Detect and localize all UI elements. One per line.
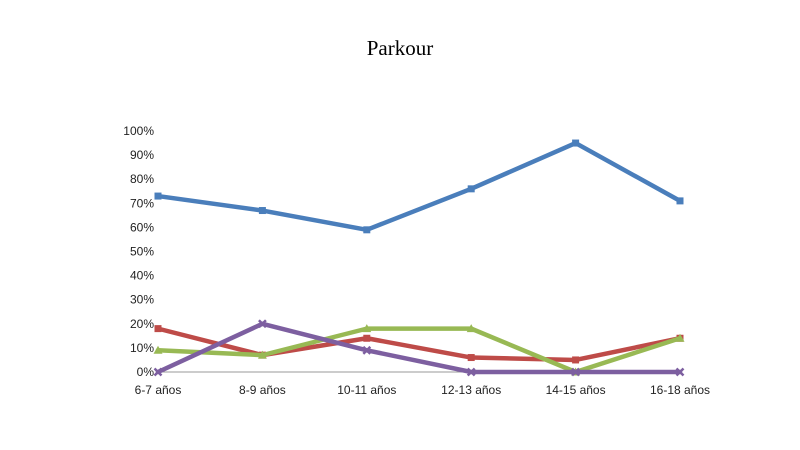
x-tick-label: 12-13 años: [441, 383, 501, 397]
data-point: [466, 324, 476, 333]
data-point: [676, 197, 684, 205]
y-tick-label: 30%: [130, 293, 154, 307]
data-point: [675, 367, 685, 377]
y-tick-label: 60%: [130, 220, 154, 234]
data-point: [258, 319, 267, 329]
data-point: [153, 345, 163, 354]
y-tick-label: 80%: [130, 172, 154, 186]
data-point: [362, 324, 372, 333]
series-line-1: [155, 140, 683, 233]
y-tick-label: 100%: [123, 124, 154, 138]
series-line-3: [155, 326, 683, 375]
y-tick-label: 10%: [130, 341, 154, 355]
chart-title: Parkour: [366, 36, 434, 60]
y-axis-ticks: 0% 10% 20% 30% 40% 50% 60% 70% 80% 90% 100%: [123, 124, 154, 379]
data-point: [258, 207, 266, 215]
data-point: [362, 345, 372, 355]
y-tick-label: 50%: [130, 245, 154, 259]
x-tick-label: 10-11 años: [337, 383, 396, 397]
x-tick-label: 8-9 años: [239, 383, 286, 397]
data-point: [154, 192, 162, 200]
data-point: [154, 325, 162, 333]
data-point: [467, 354, 475, 362]
x-axis-ticks: 6-7 años 8-9 años 10-11 años 12-13 años 14-1…: [135, 383, 710, 397]
data-point: [571, 367, 580, 377]
data-point: [467, 185, 475, 193]
data-point: [257, 350, 267, 359]
data-point: [153, 367, 163, 377]
data-point: [572, 139, 580, 147]
x-tick-label: 16-18 años: [650, 383, 710, 397]
series-group: [153, 139, 685, 377]
x-tick-label: 14-15 años: [546, 383, 606, 397]
y-tick-label: 20%: [130, 317, 154, 331]
y-tick-label: 0%: [137, 365, 155, 379]
y-tick-label: 90%: [130, 148, 154, 162]
data-point: [675, 333, 685, 342]
data-point: [363, 226, 371, 234]
series-line-2: [155, 326, 683, 363]
x-tick-label: 6-7 años: [135, 383, 182, 397]
y-tick-label: 40%: [130, 269, 154, 283]
series-line-4: [155, 321, 683, 375]
data-point: [466, 367, 476, 377]
data-point: [572, 356, 580, 364]
y-tick-label: 70%: [130, 196, 154, 210]
data-point: [363, 334, 371, 342]
